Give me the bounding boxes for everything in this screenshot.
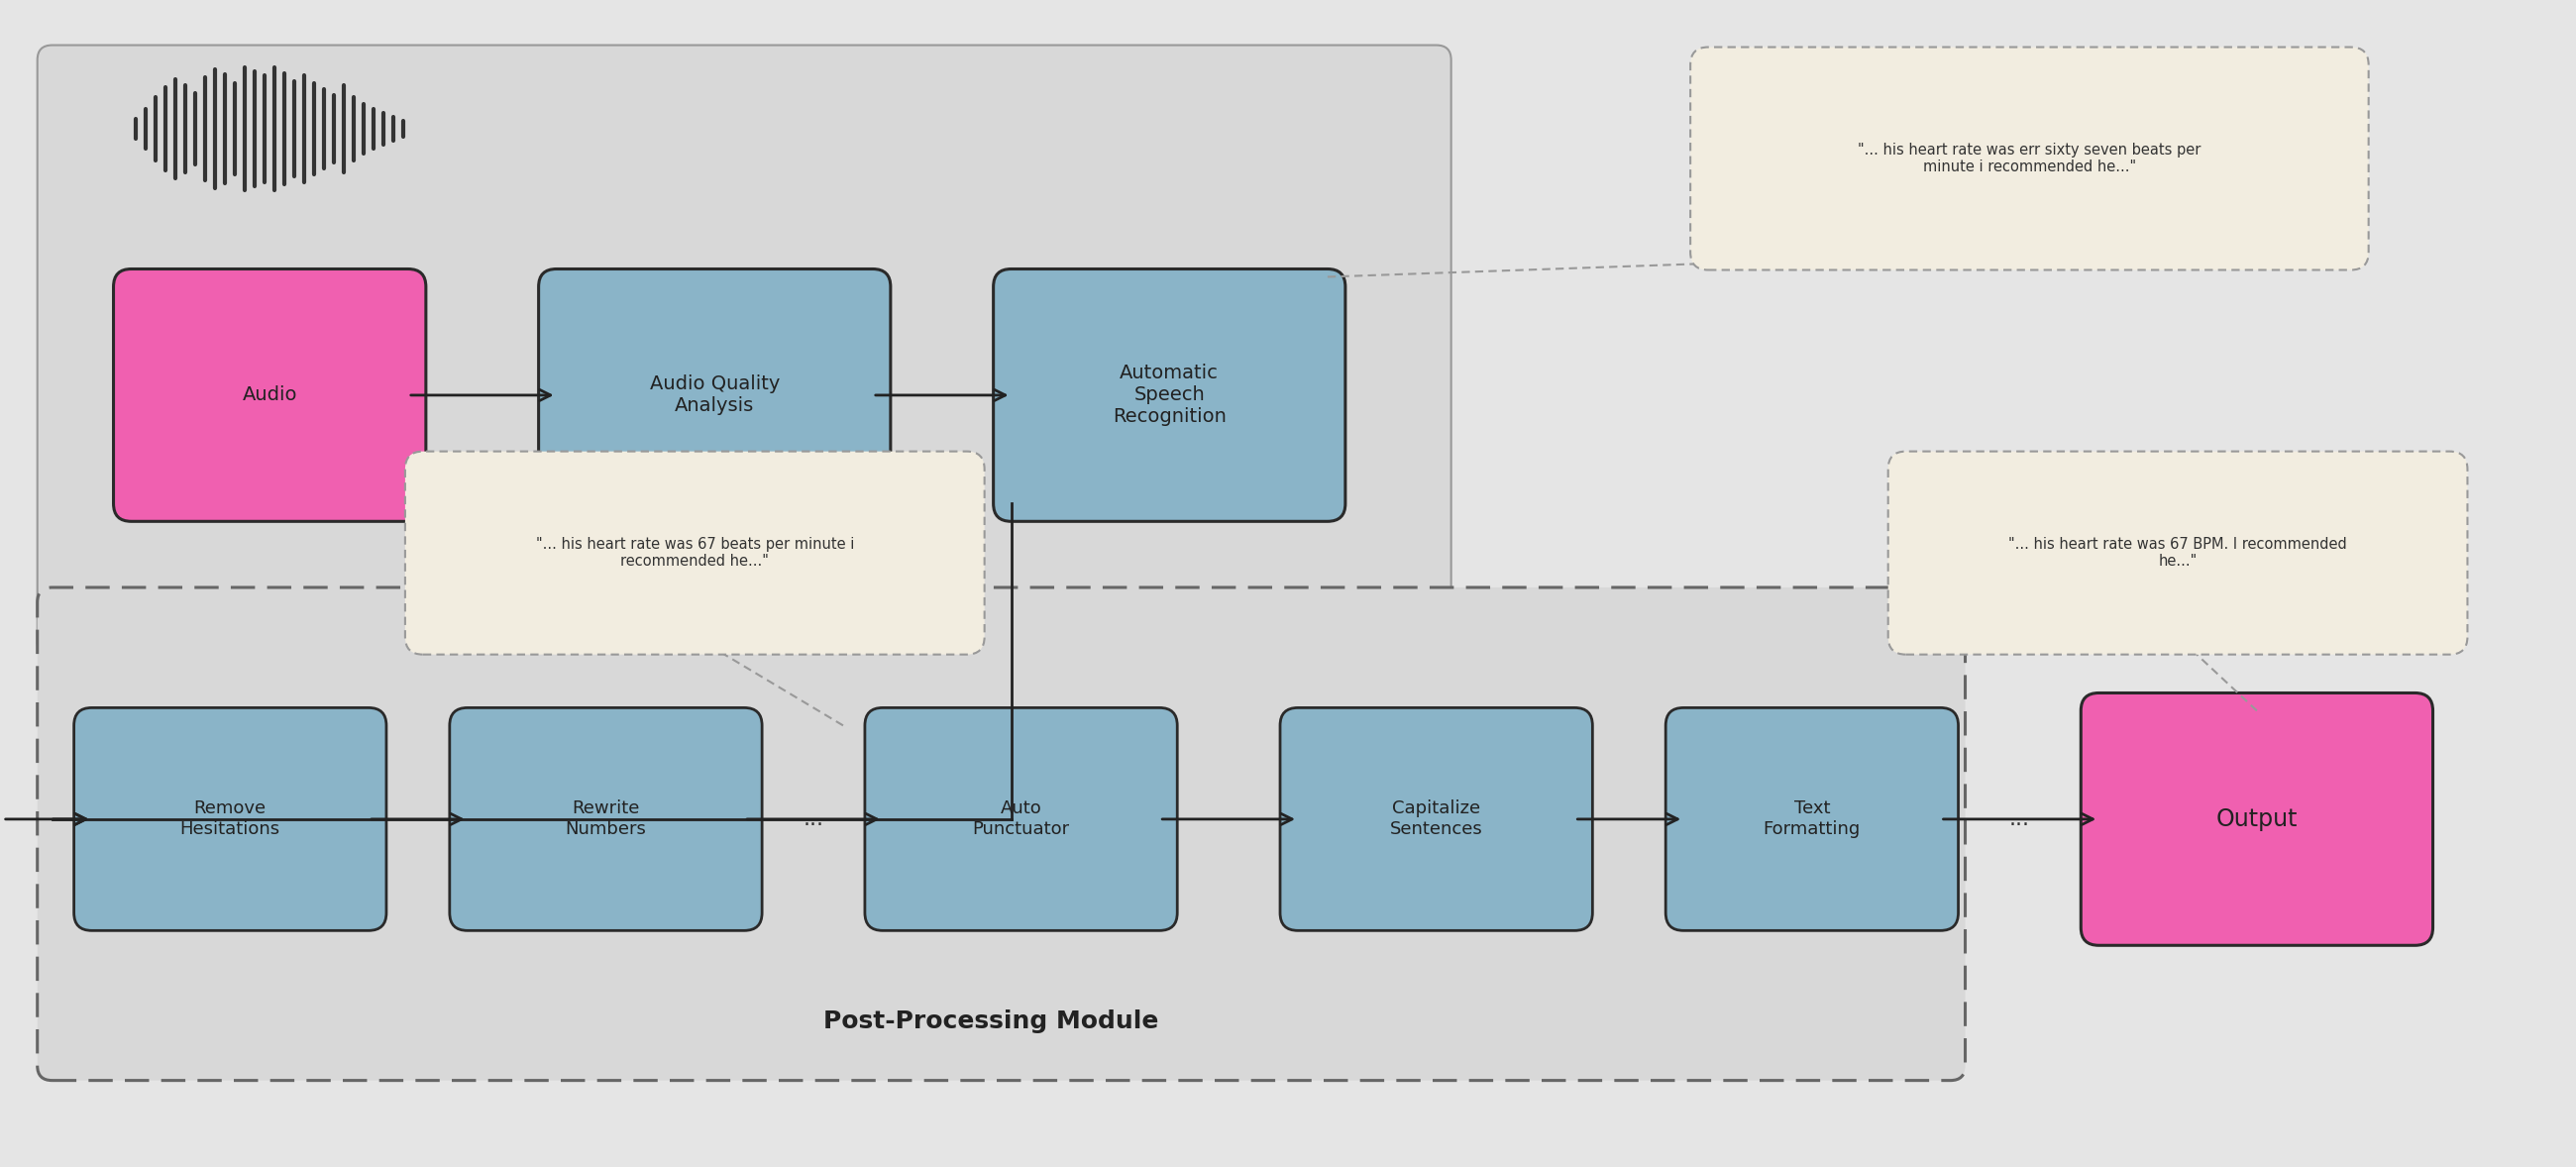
Text: Audio Quality
Analysis: Audio Quality Analysis	[649, 375, 781, 415]
FancyBboxPatch shape	[404, 452, 984, 655]
Text: Automatic
Speech
Recognition: Automatic Speech Recognition	[1113, 364, 1226, 426]
FancyBboxPatch shape	[1667, 707, 1958, 930]
FancyBboxPatch shape	[39, 587, 1965, 1081]
Text: Remove
Hesitations: Remove Hesitations	[180, 799, 281, 838]
Text: "... his heart rate was 67 BPM. I recommended
he...": "... his heart rate was 67 BPM. I recomm…	[2009, 537, 2347, 569]
FancyBboxPatch shape	[1280, 707, 1592, 930]
FancyBboxPatch shape	[866, 707, 1177, 930]
Text: Post-Processing Module: Post-Processing Module	[824, 1009, 1159, 1033]
Text: "... his heart rate was 67 beats per minute i
recommended he...": "... his heart rate was 67 beats per min…	[536, 537, 855, 569]
FancyBboxPatch shape	[451, 707, 762, 930]
FancyBboxPatch shape	[113, 268, 425, 522]
Text: Audio: Audio	[242, 386, 296, 405]
Text: Auto
Punctuator: Auto Punctuator	[974, 799, 1069, 838]
Text: Capitalize
Sentences: Capitalize Sentences	[1391, 799, 1484, 838]
FancyBboxPatch shape	[994, 268, 1345, 522]
Text: ...: ...	[2009, 809, 2030, 829]
FancyBboxPatch shape	[39, 46, 1450, 657]
FancyBboxPatch shape	[538, 268, 891, 522]
FancyBboxPatch shape	[1690, 47, 2367, 270]
Text: ...: ...	[804, 809, 824, 829]
Text: Rewrite
Numbers: Rewrite Numbers	[564, 799, 647, 838]
FancyBboxPatch shape	[2081, 693, 2432, 945]
Text: Output: Output	[2215, 808, 2298, 831]
Text: "... his heart rate was err sixty seven beats per
minute i recommended he...": "... his heart rate was err sixty seven …	[1857, 142, 2200, 175]
Text: Text
Formatting: Text Formatting	[1765, 799, 1860, 838]
FancyBboxPatch shape	[75, 707, 386, 930]
FancyBboxPatch shape	[1888, 452, 2468, 655]
